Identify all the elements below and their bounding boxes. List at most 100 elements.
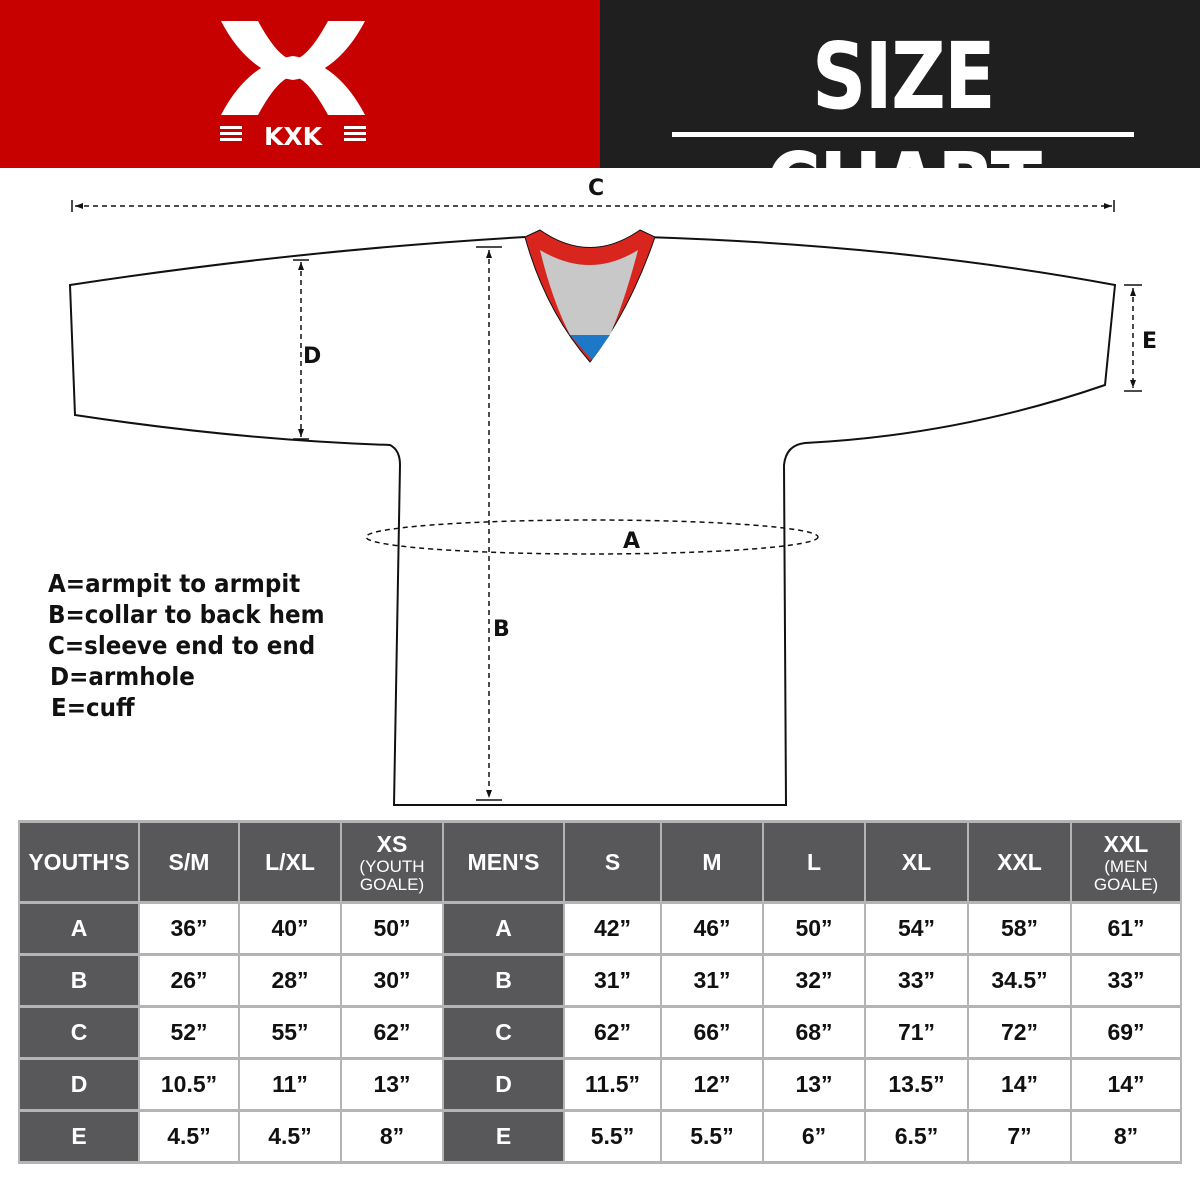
table-cell: 7”: [969, 1112, 1070, 1161]
table-cell: 66”: [662, 1008, 762, 1057]
table-cell: 30”: [342, 956, 442, 1005]
size-header: XS (YOUTH GOALE): [342, 823, 442, 901]
table-cell: 68”: [764, 1008, 864, 1057]
table-cell: 13”: [342, 1060, 442, 1109]
row-key: E: [20, 1112, 138, 1161]
table-cell: 36”: [140, 904, 238, 953]
table-row: E 4.5” 4.5” 8” E 5.5” 5.5” 6” 6.5” 7” 8”: [20, 1112, 1180, 1161]
table-cell: 52”: [140, 1008, 238, 1057]
size-header: S: [565, 823, 660, 901]
header-label: S/M: [168, 848, 210, 875]
table-row: A 36” 40” 50” A 42” 46” 50” 54” 58” 61”: [20, 904, 1180, 953]
table-cell: 8”: [1072, 1112, 1180, 1161]
header-title-panel: [600, 0, 1200, 168]
row-key: A: [20, 904, 138, 953]
kxk-logo: KXK: [220, 21, 366, 148]
table-cell: 33”: [1072, 956, 1180, 1005]
header-label: L/XL: [265, 848, 315, 875]
size-header: L/XL: [240, 823, 340, 901]
legend-item: A=armpit to armpit: [48, 569, 301, 598]
table-row: B 26” 28” 30” B 31” 31” 32” 33” 34.5” 33”: [20, 956, 1180, 1005]
table-cell: 11”: [240, 1060, 340, 1109]
table-cell: 5.5”: [565, 1112, 660, 1161]
header-label: XXL: [997, 848, 1042, 875]
table-cell: 34.5”: [969, 956, 1070, 1005]
page-title: SIZE CHART: [765, 23, 1042, 240]
svg-text:KXK: KXK: [264, 122, 324, 148]
row-key: A: [444, 904, 563, 953]
table-cell: 6.5”: [866, 1112, 967, 1161]
table-cell: 32”: [764, 956, 864, 1005]
header-sublabel: (MEN GOALE): [1093, 856, 1159, 894]
header-label: MEN'S: [467, 848, 540, 875]
row-key: D: [444, 1060, 563, 1109]
row-key: B: [444, 956, 563, 1005]
collar-tag: [570, 335, 610, 360]
label-e: E: [1142, 329, 1158, 354]
legend-item: E=cuff: [51, 693, 135, 722]
table-cell: 54”: [866, 904, 967, 953]
table-cell: 31”: [565, 956, 660, 1005]
size-table: YOUTH'S S/M L/XL XS (YOUTH GOALE) MEN'S S M L XL X…: [18, 820, 1182, 1164]
table-cell: 62”: [342, 1008, 442, 1057]
title-underline: [672, 132, 1134, 137]
collar-inner: [540, 250, 638, 335]
table-cell: 58”: [969, 904, 1070, 953]
table-cell: 13”: [764, 1060, 864, 1109]
legend-item: B=collar to back hem: [48, 600, 325, 629]
row-key: B: [20, 956, 138, 1005]
table-cell: 50”: [764, 904, 864, 953]
table-cell: 71”: [866, 1008, 967, 1057]
table-cell: 11.5”: [565, 1060, 660, 1109]
row-key: C: [444, 1008, 563, 1057]
table-cell: 13.5”: [866, 1060, 967, 1109]
header-label: L: [806, 848, 822, 875]
table-cell: 69”: [1072, 1008, 1180, 1057]
table-cell: 4.5”: [140, 1112, 238, 1161]
row-key: C: [20, 1008, 138, 1057]
table-cell: 14”: [1072, 1060, 1180, 1109]
table-cell: 72”: [969, 1008, 1070, 1057]
table-cell: 31”: [662, 956, 762, 1005]
youth-header: YOUTH'S: [20, 823, 138, 901]
table-cell: 6”: [764, 1112, 864, 1161]
table-cell: 8”: [342, 1112, 442, 1161]
header-label: XXL: [1103, 830, 1149, 857]
table-cell: 55”: [240, 1008, 340, 1057]
size-header: S/M: [140, 823, 238, 901]
table-cell: 12”: [662, 1060, 762, 1109]
legend-item: D=armhole: [50, 662, 195, 691]
size-header: XL: [866, 823, 967, 901]
size-header: M: [662, 823, 762, 901]
header-sublabel: (YOUTH GOALE): [359, 856, 425, 894]
header-label: S: [604, 848, 621, 875]
table-cell: 33”: [866, 956, 967, 1005]
table-cell: 61”: [1072, 904, 1180, 953]
label-b: B: [493, 617, 510, 642]
men-header: MEN'S: [444, 823, 563, 901]
label-a: A: [623, 529, 641, 554]
table-cell: 10.5”: [140, 1060, 238, 1109]
table-cell: 62”: [565, 1008, 660, 1057]
table-cell: 5.5”: [662, 1112, 762, 1161]
row-key: E: [444, 1112, 563, 1161]
table-cell: 4.5”: [240, 1112, 340, 1161]
header-label: XS: [376, 830, 408, 857]
table-cell: 42”: [565, 904, 660, 953]
size-header: L: [764, 823, 864, 901]
size-header: XXL (MEN GOALE): [1072, 823, 1180, 901]
table-cell: 14”: [969, 1060, 1070, 1109]
table-row: D 10.5” 11” 13” D 11.5” 12” 13” 13.5” 14” 14”: [20, 1060, 1180, 1109]
row-key: D: [20, 1060, 138, 1109]
header-label: M: [702, 848, 722, 875]
jersey-diagram: [68, 200, 1142, 806]
table-cell: 50”: [342, 904, 442, 953]
table-cell: 26”: [140, 956, 238, 1005]
legend-item: C=sleeve end to end: [48, 631, 316, 660]
table-cell: 46”: [662, 904, 762, 953]
header-label: XL: [901, 848, 932, 875]
size-header: XXL: [969, 823, 1070, 901]
jersey-outline: [68, 236, 1117, 806]
table-cell: 28”: [240, 956, 340, 1005]
measurement-legend: A=armpit to armpit B=collar to back hem …: [48, 568, 349, 723]
